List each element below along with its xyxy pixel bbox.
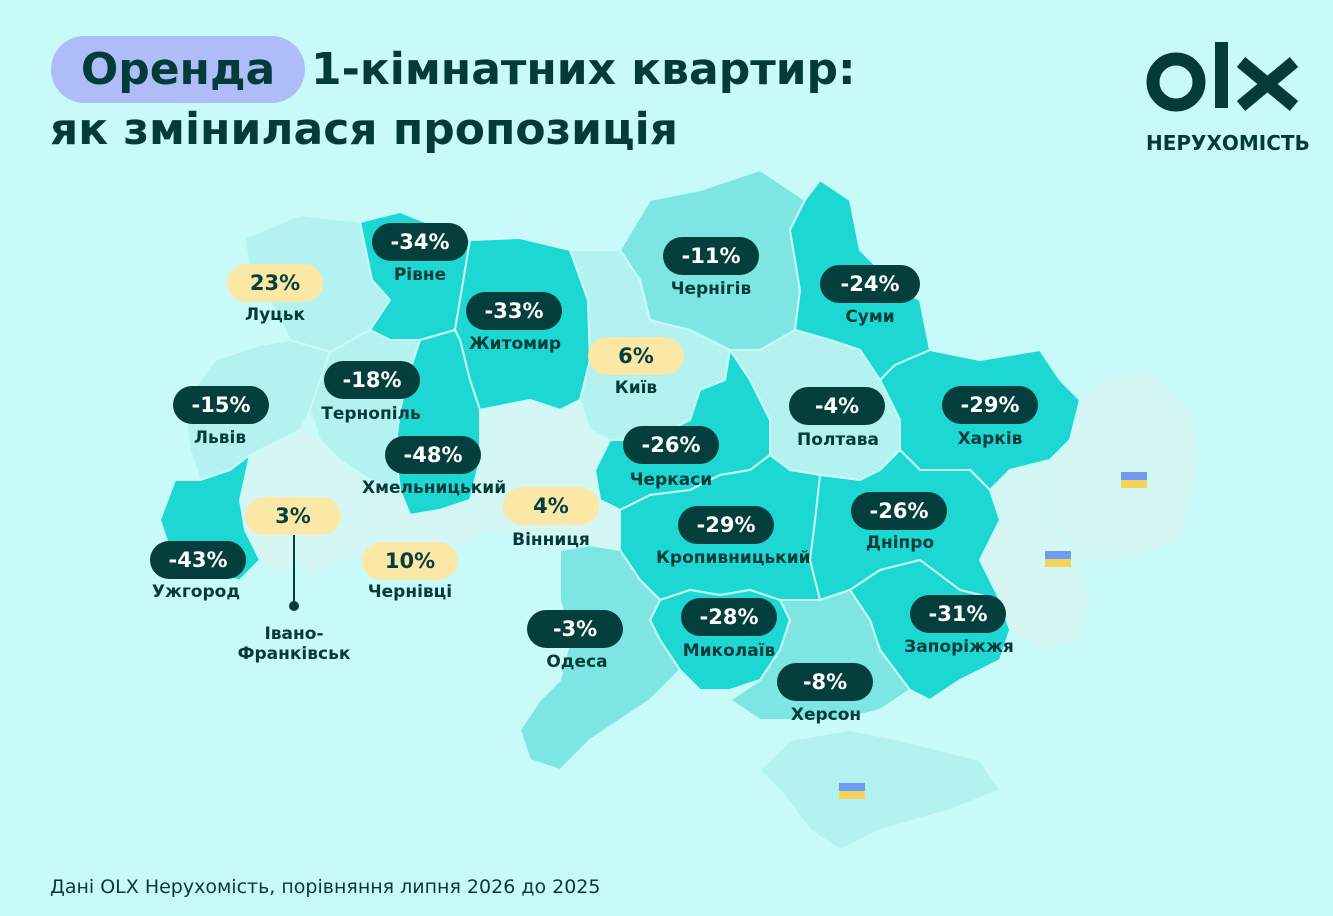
pill-lviv: -15% bbox=[173, 386, 269, 424]
label-zaporizhzhia: Запоріжжя bbox=[904, 637, 1014, 657]
pill-khmelnytskyi: -48% bbox=[385, 436, 481, 474]
label-kropyvnytskyi: Кропивницький bbox=[656, 548, 811, 568]
region-odesa bbox=[519, 544, 681, 771]
pill-vinnytsia: 4% bbox=[503, 487, 599, 525]
pill-lutsk: 23% bbox=[227, 264, 323, 302]
label-poltava: Полтава bbox=[797, 430, 879, 450]
pill-poltava: -4% bbox=[789, 387, 885, 425]
label-rivne: Рівне bbox=[393, 265, 447, 285]
label-khmelnytskyi: Хмельницький bbox=[362, 478, 507, 498]
title-rest: 1-кімнатних квартир: bbox=[311, 44, 856, 95]
label-uzhhorod: Ужгород bbox=[151, 582, 241, 602]
pill-uzhhorod: -43% bbox=[150, 541, 246, 579]
label-zhytomyr: Житомир bbox=[468, 334, 562, 354]
region-crimea bbox=[759, 729, 1001, 851]
pill-ternopil: -18% bbox=[324, 361, 420, 399]
region-chernivtsi bbox=[299, 479, 491, 581]
pill-zaporizhzhia: -31% bbox=[910, 595, 1006, 633]
pill-chernihiv: -11% bbox=[663, 237, 759, 275]
pill-chernivtsi: 10% bbox=[362, 542, 458, 580]
label-lviv: Львів bbox=[193, 428, 247, 448]
label-vinnytsia: Вінниця bbox=[512, 530, 590, 550]
title-pill: Оренда bbox=[51, 36, 305, 103]
pill-zhytomyr: -33% bbox=[466, 292, 562, 330]
label-chernivtsi: Чернівці bbox=[367, 582, 453, 602]
logo-text: НЕРУХОМІСТЬ bbox=[1146, 131, 1310, 155]
pill-cherkasy: -26% bbox=[623, 426, 719, 464]
pill-ivano-frankivsk: 3% bbox=[245, 497, 341, 535]
region-luhansk bbox=[1049, 369, 1201, 561]
pill-kropyvnytskyi: -29% bbox=[678, 506, 774, 544]
olx-logo-icon bbox=[1146, 42, 1299, 112]
label-cherkasy: Черкаси bbox=[629, 470, 713, 490]
flag-icon-luhansk bbox=[1121, 472, 1147, 488]
pill-dnipro: -26% bbox=[851, 492, 947, 530]
label-kyiv: Київ bbox=[614, 378, 658, 398]
label-chernihiv: Чернігів bbox=[670, 279, 752, 299]
pill-kherson: -8% bbox=[777, 663, 873, 701]
label-dnipro: Дніпро bbox=[865, 533, 935, 553]
label-lutsk: Луцьк bbox=[244, 305, 306, 325]
pill-rivne: -34% bbox=[372, 223, 468, 261]
label-sumy: Суми bbox=[845, 307, 895, 327]
pill-kyiv: 6% bbox=[588, 337, 684, 375]
label-ivano-frankivsk-line2: Франківськ bbox=[237, 644, 351, 664]
label-mykolaiv: Миколаїв bbox=[682, 641, 776, 661]
label-ivano-frankivsk-line1: Івано- bbox=[264, 624, 324, 644]
label-kherson: Херсон bbox=[790, 705, 862, 725]
pill-kharkiv: -29% bbox=[942, 386, 1038, 424]
label-odesa: Одеса bbox=[546, 652, 608, 672]
ivano-frankivsk-pointer-dot bbox=[289, 601, 299, 611]
label-ternopil: Тернопіль bbox=[321, 404, 421, 424]
footer-source: Дані OLX Нерухомість, порівняння липня 2… bbox=[50, 876, 601, 898]
flag-icon-donetsk bbox=[1045, 551, 1071, 567]
title-line2: як змінилася пропозиція bbox=[50, 104, 678, 155]
label-kharkiv: Харків bbox=[957, 429, 1023, 449]
pill-odesa: -3% bbox=[527, 610, 623, 648]
pill-mykolaiv: -28% bbox=[681, 598, 777, 636]
pill-sumy: -24% bbox=[820, 265, 920, 303]
flag-icon-crimea bbox=[839, 783, 865, 799]
